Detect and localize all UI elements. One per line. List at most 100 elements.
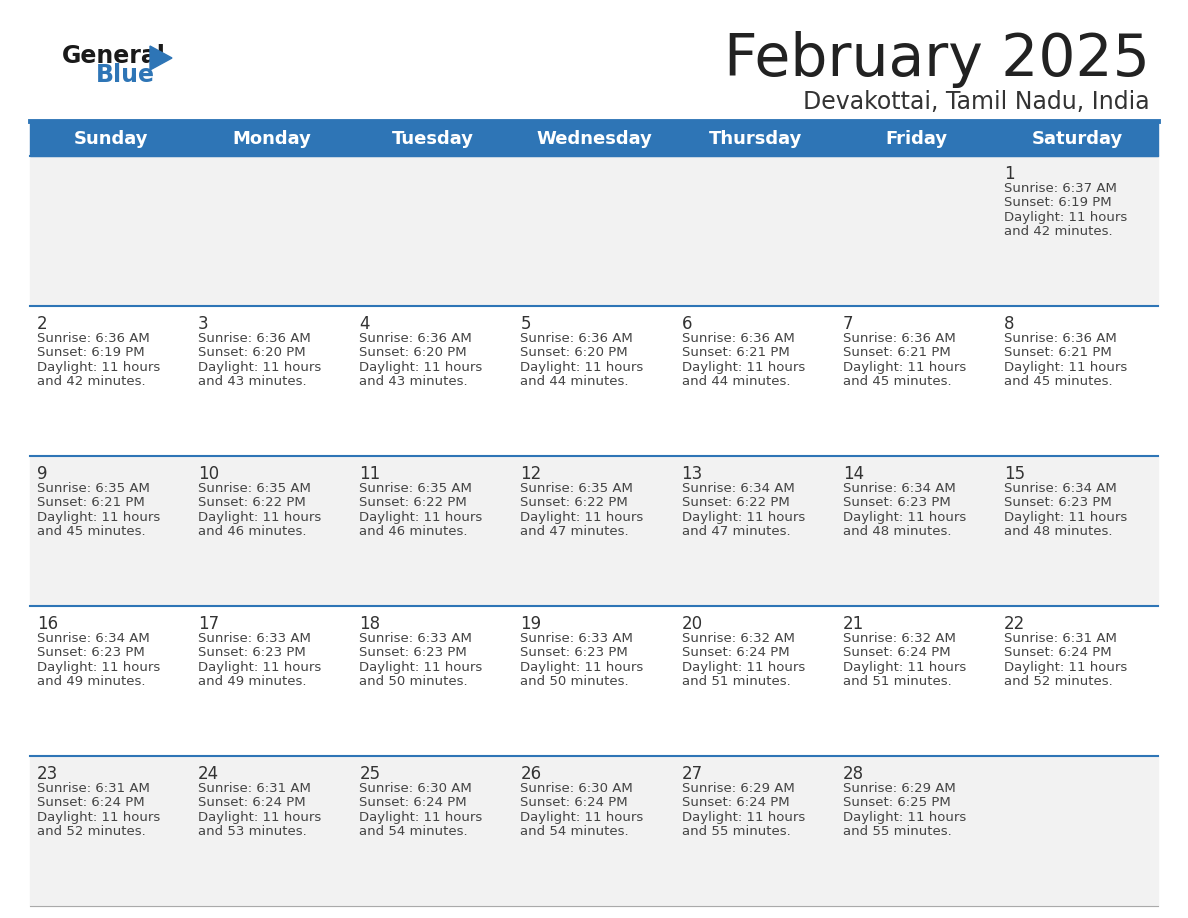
Text: Tuesday: Tuesday bbox=[392, 129, 474, 148]
Text: Sunset: 6:25 PM: Sunset: 6:25 PM bbox=[842, 796, 950, 809]
Text: Sunset: 6:24 PM: Sunset: 6:24 PM bbox=[682, 796, 789, 809]
Bar bbox=[30, 606, 1158, 756]
Bar bbox=[30, 121, 1158, 156]
Text: Daylight: 11 hours: Daylight: 11 hours bbox=[1004, 660, 1127, 674]
Text: Sunrise: 6:34 AM: Sunrise: 6:34 AM bbox=[1004, 482, 1117, 495]
Text: 25: 25 bbox=[359, 765, 380, 783]
Text: and 52 minutes.: and 52 minutes. bbox=[1004, 675, 1113, 688]
Text: Sunset: 6:20 PM: Sunset: 6:20 PM bbox=[198, 346, 305, 359]
Text: Sunrise: 6:36 AM: Sunrise: 6:36 AM bbox=[520, 331, 633, 344]
Text: Daylight: 11 hours: Daylight: 11 hours bbox=[359, 811, 482, 823]
Text: Friday: Friday bbox=[885, 129, 947, 148]
Text: and 42 minutes.: and 42 minutes. bbox=[37, 375, 146, 388]
Text: Sunset: 6:22 PM: Sunset: 6:22 PM bbox=[359, 496, 467, 509]
Text: February 2025: February 2025 bbox=[725, 31, 1150, 88]
Text: 12: 12 bbox=[520, 465, 542, 483]
Text: Sunset: 6:22 PM: Sunset: 6:22 PM bbox=[520, 496, 628, 509]
Text: Daylight: 11 hours: Daylight: 11 hours bbox=[198, 361, 322, 374]
Text: Sunset: 6:23 PM: Sunset: 6:23 PM bbox=[37, 646, 145, 659]
Text: Sunrise: 6:29 AM: Sunrise: 6:29 AM bbox=[682, 781, 795, 794]
Text: Sunrise: 6:30 AM: Sunrise: 6:30 AM bbox=[359, 781, 472, 794]
Text: and 42 minutes.: and 42 minutes. bbox=[1004, 225, 1112, 238]
Text: Sunset: 6:20 PM: Sunset: 6:20 PM bbox=[520, 346, 628, 359]
Text: Sunrise: 6:33 AM: Sunrise: 6:33 AM bbox=[359, 632, 472, 644]
Text: Sunrise: 6:36 AM: Sunrise: 6:36 AM bbox=[1004, 331, 1117, 344]
Text: Sunset: 6:24 PM: Sunset: 6:24 PM bbox=[359, 796, 467, 809]
Text: and 54 minutes.: and 54 minutes. bbox=[520, 825, 630, 838]
Text: Sunrise: 6:36 AM: Sunrise: 6:36 AM bbox=[842, 331, 955, 344]
Text: Sunrise: 6:34 AM: Sunrise: 6:34 AM bbox=[37, 632, 150, 644]
Text: Sunrise: 6:34 AM: Sunrise: 6:34 AM bbox=[682, 482, 795, 495]
Text: and 45 minutes.: and 45 minutes. bbox=[37, 525, 146, 538]
Text: 1: 1 bbox=[1004, 165, 1015, 183]
Text: 20: 20 bbox=[682, 615, 702, 633]
Text: and 52 minutes.: and 52 minutes. bbox=[37, 825, 146, 838]
Text: Sunrise: 6:32 AM: Sunrise: 6:32 AM bbox=[682, 632, 795, 644]
Text: 23: 23 bbox=[37, 765, 58, 783]
Text: and 50 minutes.: and 50 minutes. bbox=[520, 675, 630, 688]
Text: Sunrise: 6:36 AM: Sunrise: 6:36 AM bbox=[682, 331, 795, 344]
Text: Daylight: 11 hours: Daylight: 11 hours bbox=[520, 361, 644, 374]
Text: and 43 minutes.: and 43 minutes. bbox=[359, 375, 468, 388]
Text: Saturday: Saturday bbox=[1032, 129, 1123, 148]
Text: Sunset: 6:23 PM: Sunset: 6:23 PM bbox=[1004, 496, 1112, 509]
Text: Sunset: 6:24 PM: Sunset: 6:24 PM bbox=[682, 646, 789, 659]
Text: and 46 minutes.: and 46 minutes. bbox=[198, 525, 307, 538]
Text: 14: 14 bbox=[842, 465, 864, 483]
Text: Sunset: 6:19 PM: Sunset: 6:19 PM bbox=[37, 346, 145, 359]
Text: 17: 17 bbox=[198, 615, 220, 633]
Text: Sunset: 6:23 PM: Sunset: 6:23 PM bbox=[198, 646, 305, 659]
Bar bbox=[30, 456, 1158, 606]
Text: and 43 minutes.: and 43 minutes. bbox=[198, 375, 307, 388]
Text: Sunrise: 6:35 AM: Sunrise: 6:35 AM bbox=[198, 482, 311, 495]
Text: and 50 minutes.: and 50 minutes. bbox=[359, 675, 468, 688]
Text: Sunset: 6:21 PM: Sunset: 6:21 PM bbox=[1004, 346, 1112, 359]
Text: and 45 minutes.: and 45 minutes. bbox=[1004, 375, 1112, 388]
Text: Daylight: 11 hours: Daylight: 11 hours bbox=[682, 510, 804, 523]
Text: Sunrise: 6:37 AM: Sunrise: 6:37 AM bbox=[1004, 182, 1117, 195]
Text: Thursday: Thursday bbox=[708, 129, 802, 148]
Text: Sunset: 6:23 PM: Sunset: 6:23 PM bbox=[520, 646, 628, 659]
Text: 7: 7 bbox=[842, 315, 853, 333]
Text: Sunrise: 6:31 AM: Sunrise: 6:31 AM bbox=[37, 781, 150, 794]
Text: Sunset: 6:21 PM: Sunset: 6:21 PM bbox=[682, 346, 789, 359]
Text: Daylight: 11 hours: Daylight: 11 hours bbox=[198, 660, 322, 674]
Text: 5: 5 bbox=[520, 315, 531, 333]
Text: Daylight: 11 hours: Daylight: 11 hours bbox=[1004, 210, 1127, 223]
Text: Sunset: 6:21 PM: Sunset: 6:21 PM bbox=[37, 496, 145, 509]
Text: and 55 minutes.: and 55 minutes. bbox=[842, 825, 952, 838]
Text: Daylight: 11 hours: Daylight: 11 hours bbox=[37, 510, 160, 523]
Text: and 45 minutes.: and 45 minutes. bbox=[842, 375, 952, 388]
Text: Sunset: 6:23 PM: Sunset: 6:23 PM bbox=[359, 646, 467, 659]
Text: and 48 minutes.: and 48 minutes. bbox=[842, 525, 952, 538]
Bar bbox=[30, 306, 1158, 456]
Text: and 54 minutes.: and 54 minutes. bbox=[359, 825, 468, 838]
Text: 15: 15 bbox=[1004, 465, 1025, 483]
Text: Sunrise: 6:31 AM: Sunrise: 6:31 AM bbox=[1004, 632, 1117, 644]
Text: Devakottai, Tamil Nadu, India: Devakottai, Tamil Nadu, India bbox=[803, 90, 1150, 114]
Text: Daylight: 11 hours: Daylight: 11 hours bbox=[682, 361, 804, 374]
Text: Sunrise: 6:35 AM: Sunrise: 6:35 AM bbox=[37, 482, 150, 495]
Text: Monday: Monday bbox=[233, 129, 311, 148]
Text: Sunday: Sunday bbox=[74, 129, 147, 148]
Text: and 49 minutes.: and 49 minutes. bbox=[37, 675, 145, 688]
Text: Sunrise: 6:31 AM: Sunrise: 6:31 AM bbox=[198, 781, 311, 794]
Text: 13: 13 bbox=[682, 465, 703, 483]
Text: Daylight: 11 hours: Daylight: 11 hours bbox=[37, 361, 160, 374]
Text: and 53 minutes.: and 53 minutes. bbox=[198, 825, 307, 838]
Text: Sunset: 6:21 PM: Sunset: 6:21 PM bbox=[842, 346, 950, 359]
Text: 3: 3 bbox=[198, 315, 209, 333]
Bar bbox=[30, 756, 1158, 906]
Text: Sunset: 6:24 PM: Sunset: 6:24 PM bbox=[37, 796, 145, 809]
Text: Wednesday: Wednesday bbox=[536, 129, 652, 148]
Text: 6: 6 bbox=[682, 315, 693, 333]
Text: Sunset: 6:24 PM: Sunset: 6:24 PM bbox=[198, 796, 305, 809]
Text: and 44 minutes.: and 44 minutes. bbox=[520, 375, 628, 388]
Text: 24: 24 bbox=[198, 765, 220, 783]
Text: Daylight: 11 hours: Daylight: 11 hours bbox=[37, 660, 160, 674]
Text: Daylight: 11 hours: Daylight: 11 hours bbox=[842, 660, 966, 674]
Text: and 55 minutes.: and 55 minutes. bbox=[682, 825, 790, 838]
Text: and 47 minutes.: and 47 minutes. bbox=[520, 525, 630, 538]
Text: Blue: Blue bbox=[96, 63, 154, 87]
Text: Daylight: 11 hours: Daylight: 11 hours bbox=[520, 660, 644, 674]
